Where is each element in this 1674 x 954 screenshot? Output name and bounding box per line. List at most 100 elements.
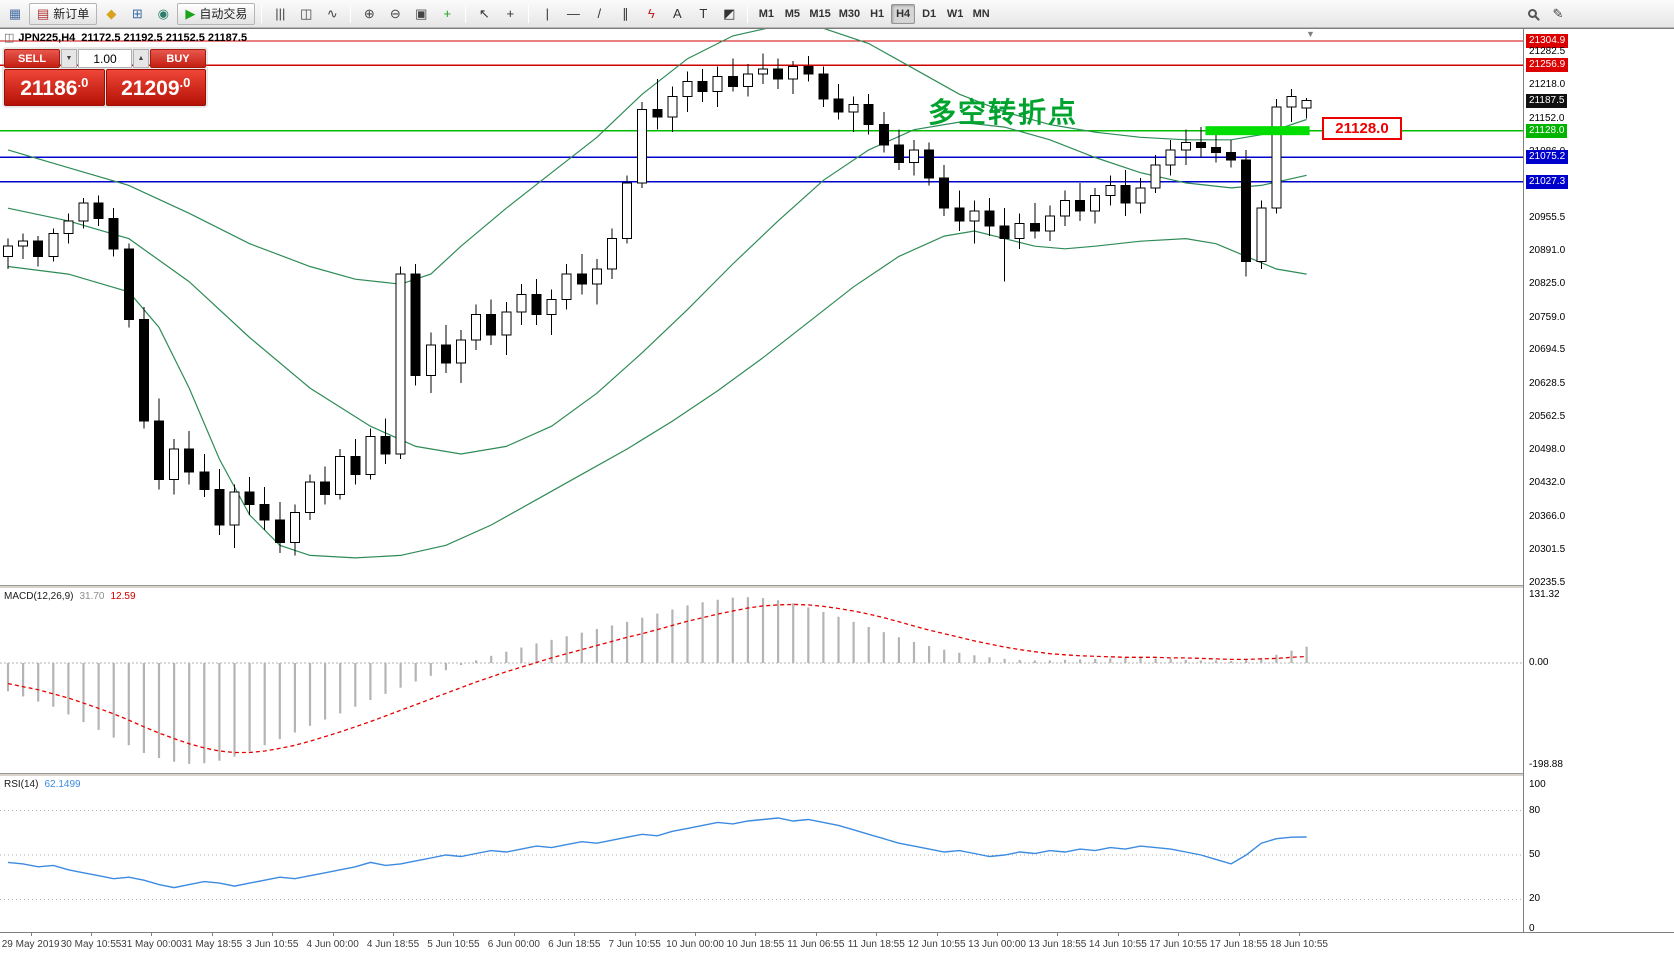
time-axis-tick	[1238, 933, 1240, 936]
time-axis-tick	[997, 933, 999, 936]
trendline-icon[interactable]: /	[587, 3, 611, 25]
data-window-icon[interactable]: ◉	[151, 3, 175, 25]
line-chart-icon: ∿	[326, 6, 338, 21]
time-axis-tick	[755, 933, 757, 936]
timeframe-m1[interactable]: M1	[758, 7, 774, 20]
time-axis-label: 17 Jun 10:55	[1149, 939, 1208, 950]
time-axis-tick	[815, 933, 817, 936]
time-axis-label: 6 Jun 00:00	[487, 939, 540, 950]
trendline-icon: /	[597, 6, 602, 21]
sell-button[interactable]: SELL	[4, 49, 60, 68]
time-axis-label: 31 May 18:55	[181, 939, 243, 950]
price-scale[interactable]: 21304.9 21282.5 21256.9 21218.0 21187.5 21152…	[1523, 29, 1674, 934]
timeframe-h1[interactable]: H1	[870, 7, 885, 20]
toolbar-separator	[528, 4, 530, 23]
time-axis-label: 7 Jun 10:55	[608, 939, 661, 950]
channel-icon[interactable]: ∥	[613, 3, 637, 25]
timeframe-m15[interactable]: M15	[809, 7, 831, 20]
lot-size-input[interactable]	[78, 49, 132, 68]
panel-divider-macd[interactable]	[0, 585, 1674, 589]
timeframe-m30[interactable]: M30	[838, 7, 861, 20]
new-order-button[interactable]: ▤ 新订单	[29, 2, 98, 25]
vertical-line-icon[interactable]: |	[535, 3, 559, 25]
alerts-icon[interactable]: ◆	[99, 3, 123, 25]
price-scale-label: 20562.5	[1529, 411, 1566, 423]
price-scale-label: 21282.5	[1529, 46, 1566, 58]
main-chart-panel	[0, 29, 1523, 559]
panel-divider-rsi[interactable]	[0, 773, 1674, 777]
time-axis-tick	[272, 933, 274, 936]
lot-increase-button[interactable]: ▲	[133, 49, 149, 68]
new-chart-icon: ▦	[8, 6, 22, 21]
text-icon[interactable]: A	[665, 3, 689, 25]
price-scale-label: 20891.0	[1529, 244, 1566, 256]
timeframe-m5[interactable]: M5	[784, 7, 800, 20]
lot-decrease-button[interactable]: ▼	[61, 49, 77, 68]
bar-chart-icon[interactable]: |||	[268, 3, 292, 25]
line-chart-icon[interactable]: ∿	[320, 3, 344, 25]
search-icon	[1527, 9, 1537, 18]
macd-panel	[0, 597, 1523, 764]
horizontal-line-icon: —	[566, 6, 580, 21]
price-tag-label[interactable]: 21128.0	[1322, 117, 1402, 140]
price-scale-label: 20301.5	[1529, 543, 1566, 555]
market-watch-icon[interactable]: ⊞	[125, 3, 149, 25]
price-scale-label: 0.00	[1529, 657, 1549, 668]
time-axis[interactable]: 29 May 2019 30 May 10:55 31 May 00:00 31 Ma…	[0, 932, 1674, 954]
price-scale-label: 0	[1529, 923, 1535, 934]
price-scale-label: 20235.5	[1529, 577, 1566, 589]
price-scale-label: 21027.3	[1526, 174, 1569, 189]
sell-price-button[interactable]: 21186.0	[4, 69, 105, 106]
toolbar-separator	[747, 4, 749, 23]
price-scale-label: 20955.5	[1529, 212, 1566, 224]
time-axis-tick	[151, 933, 153, 936]
macd-main-value: 31.70	[79, 591, 105, 602]
text-icon: A	[672, 6, 682, 21]
edit-icon[interactable]: ✎	[1546, 3, 1570, 25]
time-axis-label: 14 Jun 10:55	[1088, 939, 1147, 950]
buy-price-decimal: .0	[179, 74, 191, 90]
candlestick-chart-icon[interactable]: ◫	[294, 3, 318, 25]
zoom-out-icon[interactable]: ⊖	[383, 3, 407, 25]
zoom-in-icon[interactable]: ⊕	[357, 3, 381, 25]
horizontal-line-icon[interactable]: —	[561, 3, 585, 25]
macd-indicator-label: MACD(12,26,9) 31.70 12.59	[4, 591, 136, 602]
macd-name: MACD(12,26,9)	[4, 591, 74, 602]
tile-windows-icon[interactable]: ▣	[409, 3, 433, 25]
buy-button[interactable]: BUY	[150, 49, 206, 68]
timeframe-h4[interactable]: H4	[891, 3, 916, 24]
time-axis-label: 11 Jun 18:55	[847, 939, 905, 950]
chart-window: ◫ JPN225,H4 21172.5 21192.5 21152.5 21187.…	[0, 28, 1674, 954]
time-axis-label: 10 Jun 18:55	[726, 939, 785, 950]
chart-canvas[interactable]	[0, 29, 1524, 954]
timeframe-w1[interactable]: W1	[946, 7, 964, 20]
cursor-icon[interactable]: ↖	[472, 3, 496, 25]
auto-trading-button[interactable]: ▶ 自动交易	[177, 2, 256, 25]
shapes-icon[interactable]: ◩	[717, 3, 741, 25]
time-axis-label: 13 Jun 18:55	[1028, 939, 1087, 950]
time-axis-tick	[211, 933, 213, 936]
new-chart-icon[interactable]: ▦	[3, 3, 27, 25]
time-axis-tick	[1117, 933, 1119, 936]
timeframe-d1[interactable]: D1	[922, 7, 937, 20]
time-axis-label: 31 May 00:00	[121, 939, 182, 950]
text-label-icon[interactable]: T	[691, 3, 715, 25]
crosshair-icon[interactable]: +	[498, 3, 522, 25]
sell-price-decimal: .0	[77, 74, 89, 90]
time-axis-tick	[876, 933, 878, 936]
search-icon[interactable]	[1520, 3, 1544, 25]
time-axis-label: 5 Jun 10:55	[427, 939, 480, 950]
time-axis-tick	[1178, 933, 1180, 936]
macd-histogram	[6, 597, 1308, 764]
fibonacci-icon[interactable]: ϟ	[639, 3, 663, 25]
timeframe-mn[interactable]: MN	[972, 7, 990, 20]
highlight-segment[interactable]	[1205, 126, 1310, 136]
time-axis-tick	[453, 933, 455, 936]
shapes-icon: ◩	[723, 6, 736, 21]
auto-trading-icon: ▶	[185, 6, 196, 21]
chart-annotation-text[interactable]: 多空转折点	[928, 97, 1079, 128]
indicators-icon[interactable]: +	[435, 3, 459, 25]
channel-icon: ∥	[622, 6, 629, 21]
price-scale-label: 21128.0	[1526, 123, 1568, 138]
buy-price-button[interactable]: 21209.0	[105, 69, 206, 106]
